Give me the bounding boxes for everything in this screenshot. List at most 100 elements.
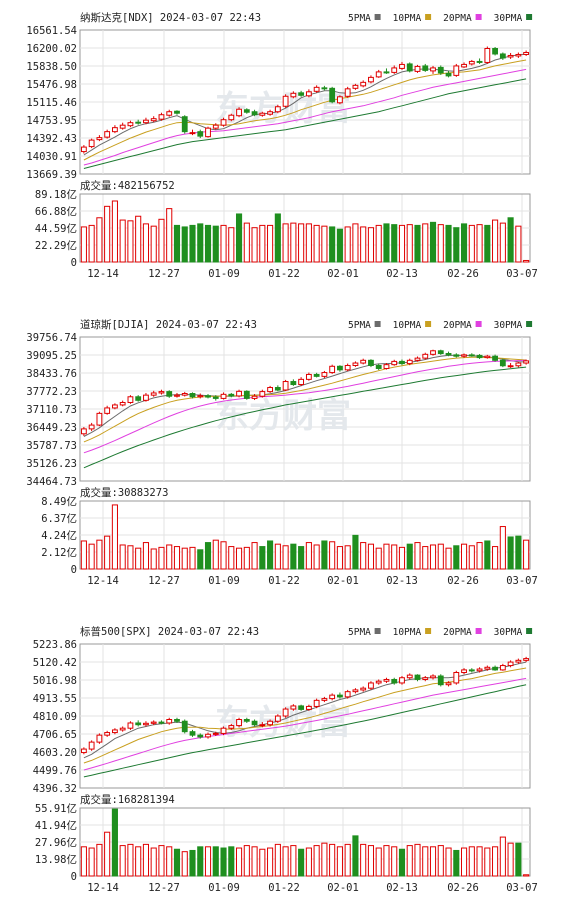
volume-bar-up xyxy=(88,847,95,877)
candle-up xyxy=(422,677,429,680)
candle-up xyxy=(523,51,530,55)
candle-up xyxy=(119,401,126,406)
candle-up xyxy=(305,373,312,380)
candle-up xyxy=(158,391,165,394)
candle-down xyxy=(205,395,211,398)
candle-down xyxy=(391,678,398,684)
volume-bar-down xyxy=(212,846,219,877)
price-tick-label: 4499.76 xyxy=(33,765,77,777)
ma5-line xyxy=(83,354,527,437)
candle-up xyxy=(461,63,467,68)
candle-up xyxy=(305,705,312,710)
x-tick-label: 12-27 xyxy=(148,268,180,280)
volume-bar-down xyxy=(484,540,491,570)
candle-down xyxy=(437,350,444,355)
volume-bar-up xyxy=(282,545,289,570)
legend-label-30pma: 30PMA xyxy=(494,627,523,638)
volume-bar-up xyxy=(282,846,289,877)
volume-bar-down xyxy=(197,846,204,877)
volume-bar-up xyxy=(166,208,173,263)
volume-bar-up xyxy=(259,224,266,263)
candle-up xyxy=(399,677,405,684)
volume-bar-up xyxy=(305,223,312,263)
x-tick-label: 03-07 xyxy=(506,268,538,280)
price-tick-label: 37772.23 xyxy=(26,386,77,398)
candle-up xyxy=(461,354,467,357)
candle-up xyxy=(329,694,336,700)
price-tick-label: 37110.73 xyxy=(26,404,77,416)
candle-down xyxy=(437,66,444,74)
candle-down xyxy=(492,47,498,55)
price-tick-label: 4913.55 xyxy=(33,693,77,705)
candle-up xyxy=(174,394,180,397)
volume-bar-down xyxy=(352,835,359,877)
volume-bar-up xyxy=(344,545,351,570)
candle-down xyxy=(189,393,196,398)
candle-up xyxy=(321,372,328,377)
volume-bar-up xyxy=(173,546,181,570)
volume-bar-up xyxy=(492,546,499,570)
volume-bar-up xyxy=(189,546,196,570)
price-tick-label: 4706.65 xyxy=(33,729,77,741)
volume-bar-up xyxy=(460,847,468,877)
volume-bar-up xyxy=(267,847,274,877)
candle-up xyxy=(484,355,491,359)
candle-up xyxy=(259,112,266,116)
candle-up xyxy=(476,668,483,672)
candle-up xyxy=(212,732,219,735)
volume-bar-down xyxy=(445,224,452,263)
candle-up xyxy=(406,674,413,679)
volume-bar-up xyxy=(437,845,444,877)
candle-up xyxy=(368,76,374,83)
volume-tick-label: 22.29亿 xyxy=(35,239,77,252)
volume-bar-up xyxy=(406,845,413,877)
x-tick-label: 02-01 xyxy=(327,882,359,894)
x-tick-label: 01-09 xyxy=(208,268,240,280)
volume-bar-up xyxy=(429,846,437,877)
candle-down xyxy=(422,65,429,71)
legend-swatch-5pma xyxy=(374,628,381,634)
volume-bar-up xyxy=(391,544,398,570)
legend-swatch-20pma xyxy=(475,321,482,327)
volume-bar-up xyxy=(352,223,359,263)
candle-up xyxy=(158,114,165,120)
candle-down xyxy=(492,666,498,671)
volume-bar-down xyxy=(204,224,212,263)
candle-up xyxy=(259,391,266,397)
x-tick-label: 01-22 xyxy=(268,882,300,894)
volume-bar-up xyxy=(468,545,475,570)
volume-bar-up xyxy=(499,836,506,877)
volume-tick-label: 55.91亿 xyxy=(35,802,77,815)
candle-down xyxy=(468,354,475,357)
x-tick-label: 02-13 xyxy=(386,882,418,894)
candle-down xyxy=(290,381,297,386)
candle-up xyxy=(104,407,111,414)
ma5-line xyxy=(83,661,527,759)
volume-bar-up xyxy=(80,226,87,263)
price-tick-label: 35126.23 xyxy=(26,458,77,470)
candle-up xyxy=(181,393,188,396)
legend-label-10pma: 10PMA xyxy=(393,627,422,638)
volume-bar-down xyxy=(173,224,181,263)
volume-tick-label: 0 xyxy=(71,564,77,576)
candle-up xyxy=(290,705,297,710)
volume-bar-down xyxy=(220,847,227,877)
candle-up xyxy=(212,124,219,129)
chart-title: 纳斯达克[NDX] 2024-03-07 22:43 xyxy=(80,11,261,24)
candle-up xyxy=(313,86,320,92)
candle-down xyxy=(321,87,328,90)
x-tick-label: 02-01 xyxy=(327,575,359,587)
chart-panel-1: 纳斯达克[NDX] 2024-03-07 22:43 5PMA 10PMA 20PMA… xyxy=(26,11,537,280)
price-tick-label: 15838.50 xyxy=(26,61,77,73)
volume-bar-up xyxy=(468,224,475,263)
candle-up xyxy=(515,362,522,367)
candle-up xyxy=(391,360,398,366)
price-tick-label: 14392.43 xyxy=(26,133,77,145)
legend-swatch-30pma xyxy=(526,14,533,20)
volume-bar-up xyxy=(235,847,243,877)
volume-bar-up xyxy=(158,845,165,877)
ma20-line xyxy=(83,359,527,454)
x-tick-label: 02-13 xyxy=(386,268,418,280)
legend-swatch-10pma xyxy=(425,628,432,634)
candle-up xyxy=(445,682,452,686)
